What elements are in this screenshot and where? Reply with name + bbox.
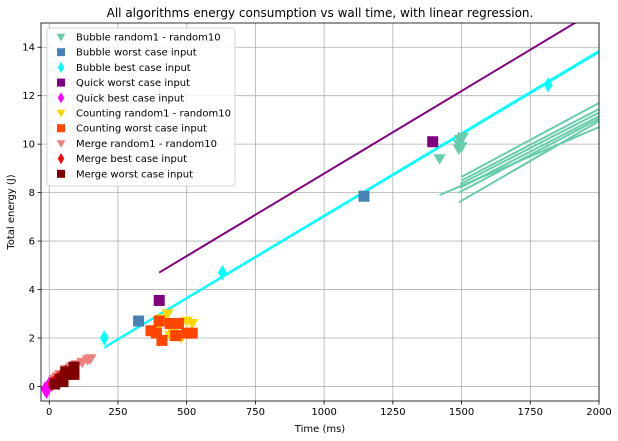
- x-axis-ticks: 0 250 500 750 1000 1250 1500 1750 2000: [46, 401, 612, 418]
- data-point: [456, 132, 469, 143]
- data-point: [150, 327, 162, 339]
- legend-label: Bubble random1 - random10: [76, 33, 221, 44]
- y-tick-label: 2: [29, 334, 35, 345]
- legend-label: Bubble best case input: [76, 63, 191, 74]
- data-point: [186, 327, 198, 339]
- legend-label: Merge random1 - random10: [76, 139, 217, 150]
- y-tick-label: 4: [29, 285, 35, 296]
- x-tick-label: 1000: [311, 407, 336, 418]
- x-tick-label: 2000: [586, 407, 611, 418]
- x-tick-label: 250: [108, 407, 127, 418]
- data-point: [84, 354, 97, 365]
- data-point: [153, 315, 165, 327]
- legend-box: [46, 27, 236, 187]
- data-point: [68, 368, 80, 380]
- data-point: [42, 383, 51, 400]
- chart-title: All algorithms energy consumption vs wal…: [107, 6, 534, 20]
- x-tick-label: 1250: [380, 407, 405, 418]
- y-tick-label: 14: [22, 43, 35, 54]
- data-point: [186, 319, 199, 330]
- legend-label: Quick worst case input: [76, 78, 190, 89]
- regression-line: [461, 108, 599, 182]
- regression-line: [461, 102, 599, 178]
- legend-label: Bubble worst case input: [76, 48, 197, 59]
- y-tick-label: 8: [29, 188, 35, 199]
- data-point: [164, 317, 176, 329]
- plot-frame: [40, 22, 600, 402]
- data-point: [99, 330, 109, 346]
- y-tick-label: 10: [22, 140, 35, 151]
- regression-lines: [103, 23, 599, 349]
- data-point: [170, 330, 182, 342]
- y-axis-label: Total energy (J): [6, 174, 17, 250]
- legend-marker: [57, 92, 65, 104]
- legend-marker: [57, 61, 65, 73]
- legend-marker: [56, 140, 66, 148]
- x-tick-label: 500: [177, 407, 196, 418]
- data-point: [60, 366, 72, 378]
- legend-marker: [57, 78, 65, 87]
- data-point: [543, 77, 553, 93]
- x-tick-label: 1750: [518, 407, 543, 418]
- legend-marker: [57, 124, 65, 133]
- regression-line: [459, 115, 599, 189]
- data-point: [218, 264, 227, 281]
- y-tick-label: 6: [29, 237, 35, 248]
- legend-marker: [57, 48, 65, 57]
- data-points: [41, 77, 553, 400]
- x-tick-label: 1500: [449, 407, 474, 418]
- regression-line: [458, 117, 599, 194]
- data-point: [153, 294, 165, 306]
- data-point: [57, 376, 69, 388]
- legend-marker: [56, 109, 66, 118]
- data-point: [172, 317, 184, 329]
- x-tick-label: 0: [46, 407, 52, 418]
- data-point: [427, 136, 439, 148]
- data-point: [133, 315, 145, 327]
- regression-line: [458, 120, 599, 204]
- x-tick-label: 750: [246, 407, 265, 418]
- regression-line: [459, 111, 599, 186]
- y-tick-label: 0: [29, 382, 35, 393]
- data-point: [452, 139, 465, 151]
- y-axis-ticks: 0 2 4 6 8 10 12 14: [22, 43, 41, 393]
- data-point: [68, 361, 80, 373]
- legend-label: Counting worst case input: [76, 124, 207, 135]
- regression-line: [158, 23, 577, 274]
- y-tick-label: 12: [22, 91, 35, 102]
- legend-label: Quick best case input: [76, 93, 184, 104]
- regression-line: [105, 50, 599, 348]
- legend-marker: [56, 33, 66, 42]
- data-point: [358, 190, 370, 202]
- legend-label: Counting random1 - random10: [76, 109, 231, 120]
- legend-marker: [57, 169, 65, 178]
- legend-label: Merge worst case input: [76, 169, 193, 180]
- legend-label: Merge best case input: [76, 154, 187, 165]
- grid: [41, 23, 600, 401]
- data-point: [156, 334, 168, 346]
- legend: Bubble random1 - random10 Bubble worst ca…: [46, 27, 236, 187]
- legend-marker: [57, 153, 65, 165]
- x-axis-label: Time (ms): [294, 424, 346, 435]
- data-point: [433, 154, 446, 165]
